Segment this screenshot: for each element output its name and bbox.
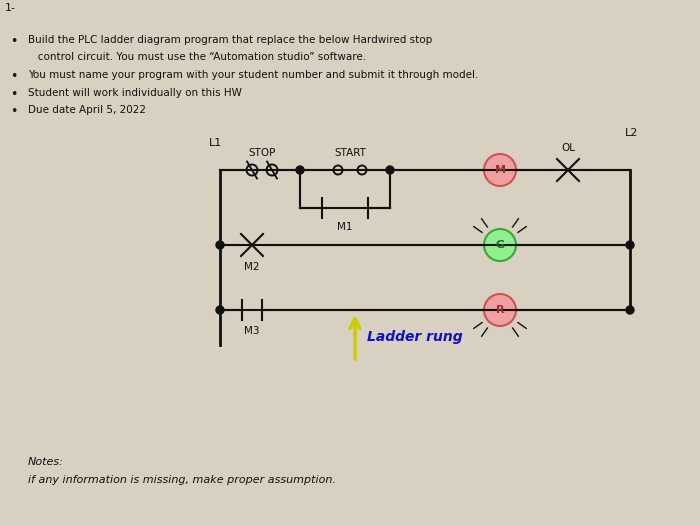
Text: •: • — [10, 35, 18, 48]
Text: 1-: 1- — [5, 3, 16, 13]
Text: START: START — [334, 148, 366, 158]
Text: Ladder rung: Ladder rung — [367, 330, 463, 344]
Text: •: • — [10, 70, 18, 83]
Circle shape — [216, 241, 224, 249]
Text: Due date April 5, 2022: Due date April 5, 2022 — [28, 105, 146, 115]
Text: Notes:: Notes: — [28, 457, 64, 467]
Circle shape — [296, 166, 304, 174]
Circle shape — [626, 306, 634, 314]
Text: M3: M3 — [244, 326, 260, 336]
Text: M: M — [494, 165, 505, 175]
Circle shape — [626, 241, 634, 249]
Text: control circuit. You must use the “Automation studio” software.: control circuit. You must use the “Autom… — [28, 52, 366, 62]
Text: OL: OL — [561, 143, 575, 153]
Text: R: R — [496, 305, 504, 315]
Circle shape — [484, 294, 516, 326]
Text: M2: M2 — [244, 262, 260, 272]
Circle shape — [484, 154, 516, 186]
Text: L2: L2 — [625, 128, 638, 138]
Text: if any information is missing, make proper assumption.: if any information is missing, make prop… — [28, 475, 336, 485]
Text: STOP: STOP — [248, 148, 276, 158]
Text: G: G — [496, 240, 505, 250]
Text: •: • — [10, 105, 18, 118]
Text: M1: M1 — [337, 222, 353, 232]
Text: •: • — [10, 88, 18, 101]
Text: Build the PLC ladder diagram program that replace the below Hardwired stop: Build the PLC ladder diagram program tha… — [28, 35, 433, 45]
Text: L1: L1 — [209, 138, 222, 148]
Circle shape — [386, 166, 394, 174]
Circle shape — [484, 229, 516, 261]
Text: Student will work individually on this HW: Student will work individually on this H… — [28, 88, 242, 98]
Text: You must name your program with your student number and submit it through model.: You must name your program with your stu… — [28, 70, 478, 80]
Circle shape — [216, 306, 224, 314]
